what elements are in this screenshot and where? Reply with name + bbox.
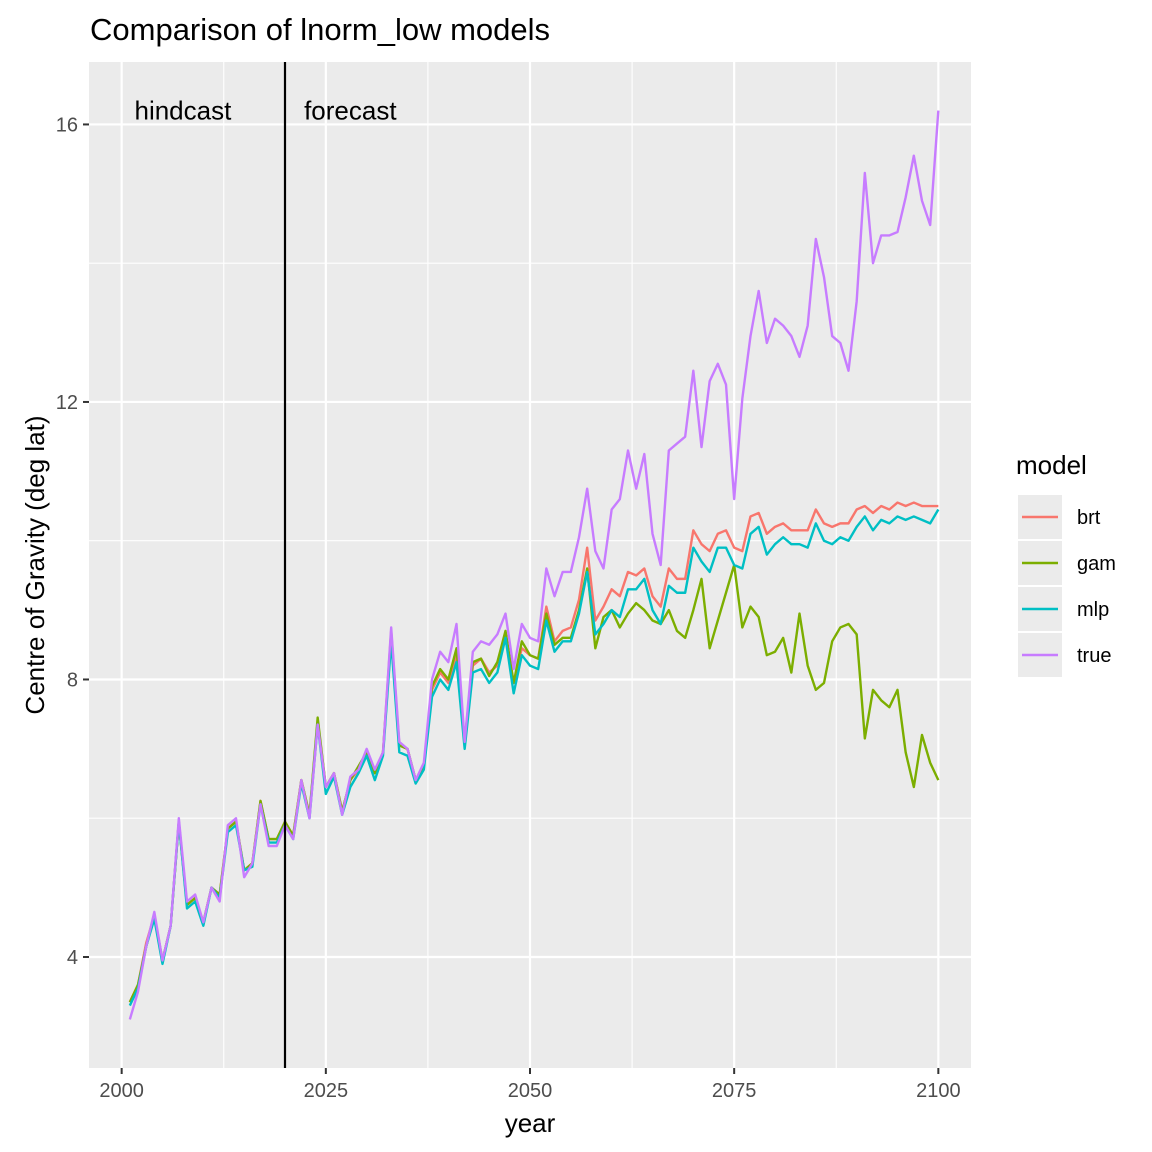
x-axis-title: year — [505, 1108, 556, 1138]
x-axis: 2000 2025 2050 2075 2100 — [99, 1068, 961, 1102]
y-tick-label: 4 — [67, 947, 78, 969]
series-lines — [128, 110, 940, 1020]
chart-title: Comparison of lnorm_low models — [90, 12, 550, 47]
legend-label-brt: brt — [1077, 507, 1101, 529]
legend-title: model — [1016, 450, 1087, 480]
legend-label-true: true — [1077, 645, 1111, 667]
annotation-forecast: forecast — [304, 96, 397, 126]
legend-label-gam: gam — [1077, 553, 1116, 575]
y-axis: 4 8 12 16 — [56, 114, 89, 969]
x-tick-label: 2075 — [712, 1080, 757, 1102]
y-tick-label: 12 — [56, 392, 78, 414]
y-tick-label: 8 — [67, 669, 78, 691]
x-tick-label: 2100 — [916, 1080, 961, 1102]
y-axis-title: Centre of Gravity (deg lat) — [20, 415, 50, 714]
x-tick-label: 2025 — [304, 1080, 349, 1102]
y-tick-label: 16 — [56, 114, 78, 136]
legend: model brt gam mlp true — [1016, 450, 1116, 677]
x-tick-label: 2050 — [508, 1080, 553, 1102]
series-line-true — [128, 110, 940, 1020]
annotation-hindcast: hindcast — [134, 96, 232, 126]
legend-label-mlp: mlp — [1077, 599, 1109, 621]
x-tick-label: 2000 — [99, 1080, 144, 1102]
